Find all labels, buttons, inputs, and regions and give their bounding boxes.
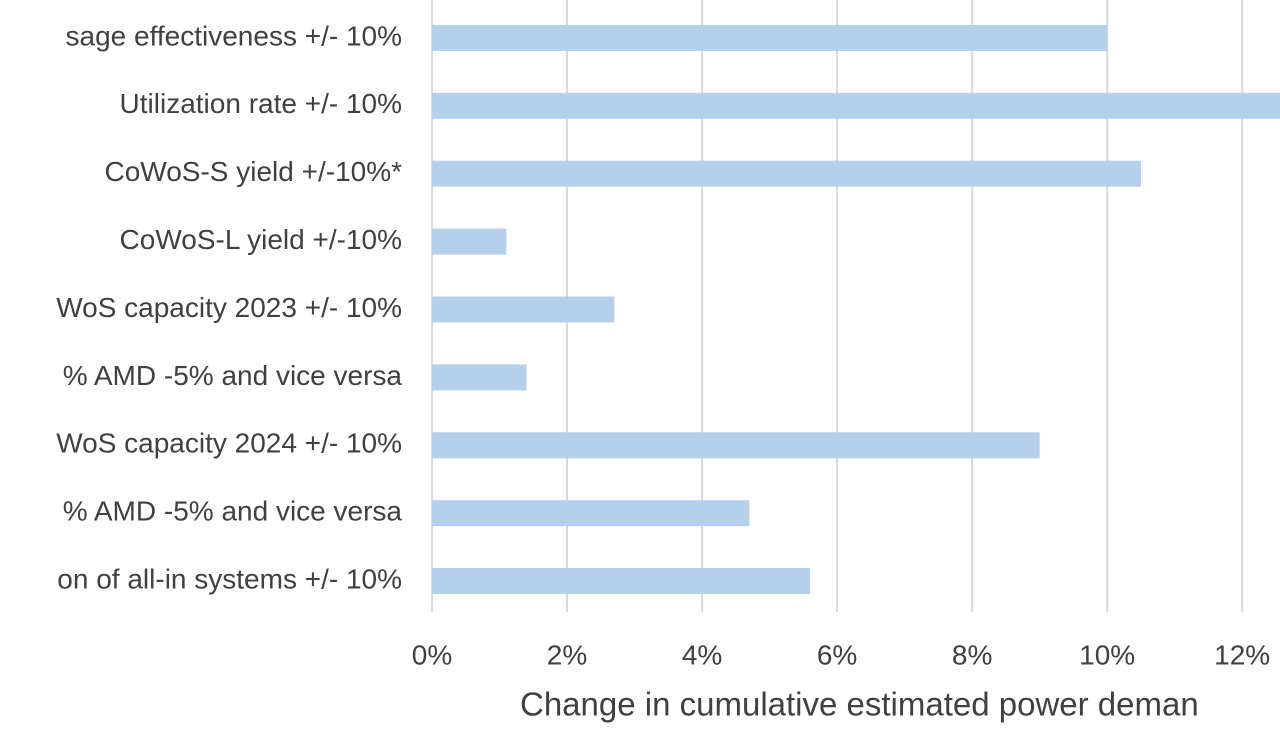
y-tick-label: CoWoS-S yield +/-10%* xyxy=(105,156,403,187)
bar xyxy=(432,432,1040,459)
bar xyxy=(432,296,615,323)
y-tick-label: WoS capacity 2024 +/- 10% xyxy=(56,428,402,459)
x-tick-label: 2% xyxy=(547,639,587,670)
x-tick-label: 0% xyxy=(412,639,452,670)
x-tick-label: 10% xyxy=(1079,639,1135,670)
y-tick-label: CoWoS-L yield +/-10% xyxy=(120,224,402,255)
bar xyxy=(432,160,1141,187)
y-tick-label: on of all-in systems +/- 10% xyxy=(57,563,402,594)
y-tick-label: Utilization rate +/- 10% xyxy=(120,88,402,119)
bar xyxy=(432,24,1108,51)
x-tick-label: 4% xyxy=(682,639,722,670)
bar xyxy=(432,92,1280,119)
bar xyxy=(432,568,811,595)
x-tick-label: 12% xyxy=(1214,639,1270,670)
y-tick-label: WoS capacity 2023 +/- 10% xyxy=(56,292,402,323)
bar xyxy=(432,364,527,391)
y-tick-label: % AMD -5% and vice versa xyxy=(63,496,403,527)
x-tick-label: 8% xyxy=(952,639,992,670)
x-tick-label: 6% xyxy=(817,639,857,670)
x-axis-label: Change in cumulative estimated power dem… xyxy=(520,686,1199,723)
y-tick-label: % AMD -5% and vice versa xyxy=(63,360,403,391)
bar xyxy=(432,500,750,527)
y-tick-label: sage effectiveness +/- 10% xyxy=(66,20,402,51)
bar xyxy=(432,228,507,255)
